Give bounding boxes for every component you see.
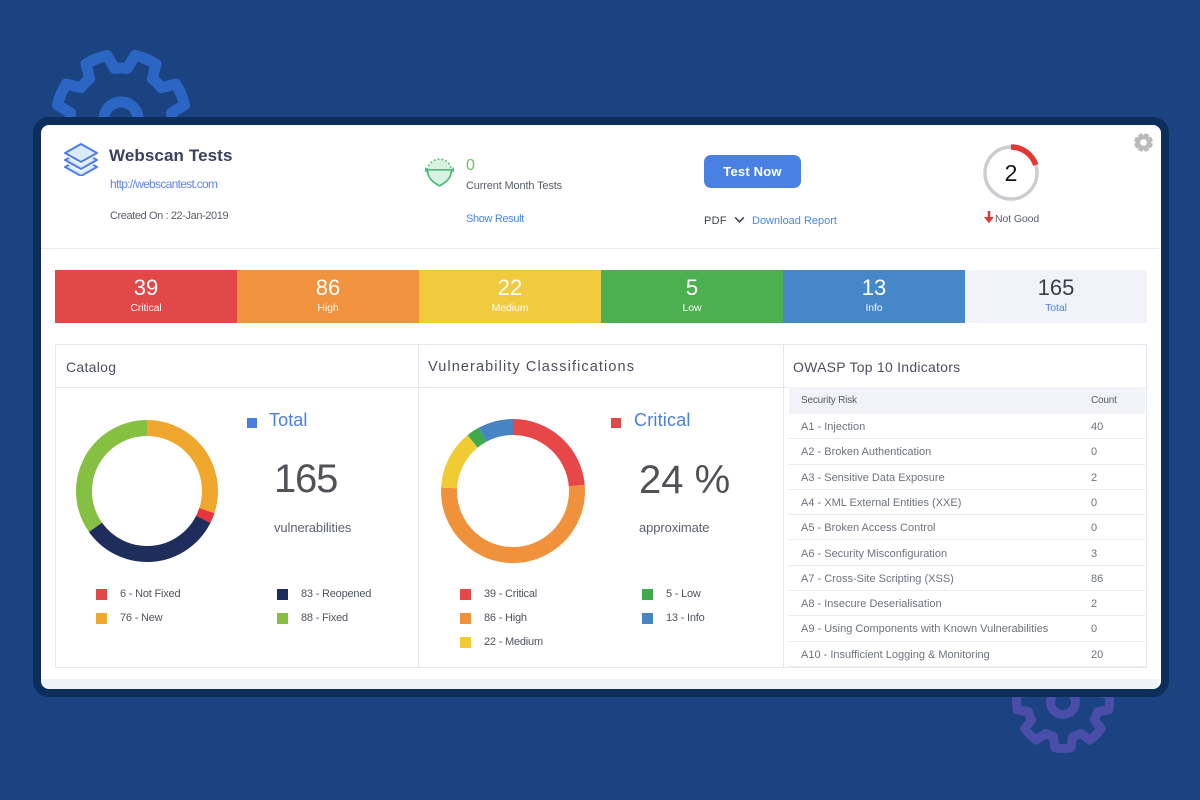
svg-text:2: 2 bbox=[1005, 160, 1018, 186]
